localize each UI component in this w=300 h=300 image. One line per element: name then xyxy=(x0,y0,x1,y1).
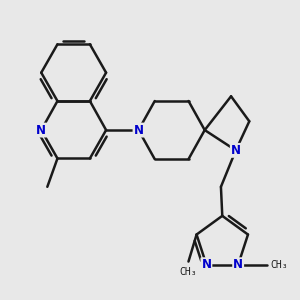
Text: N: N xyxy=(201,258,212,271)
Text: N: N xyxy=(233,258,243,271)
Text: CH₃: CH₃ xyxy=(270,260,287,270)
Text: N: N xyxy=(134,124,143,136)
Text: N: N xyxy=(231,144,241,157)
Text: CH₃: CH₃ xyxy=(180,267,197,277)
Text: N: N xyxy=(36,124,46,136)
